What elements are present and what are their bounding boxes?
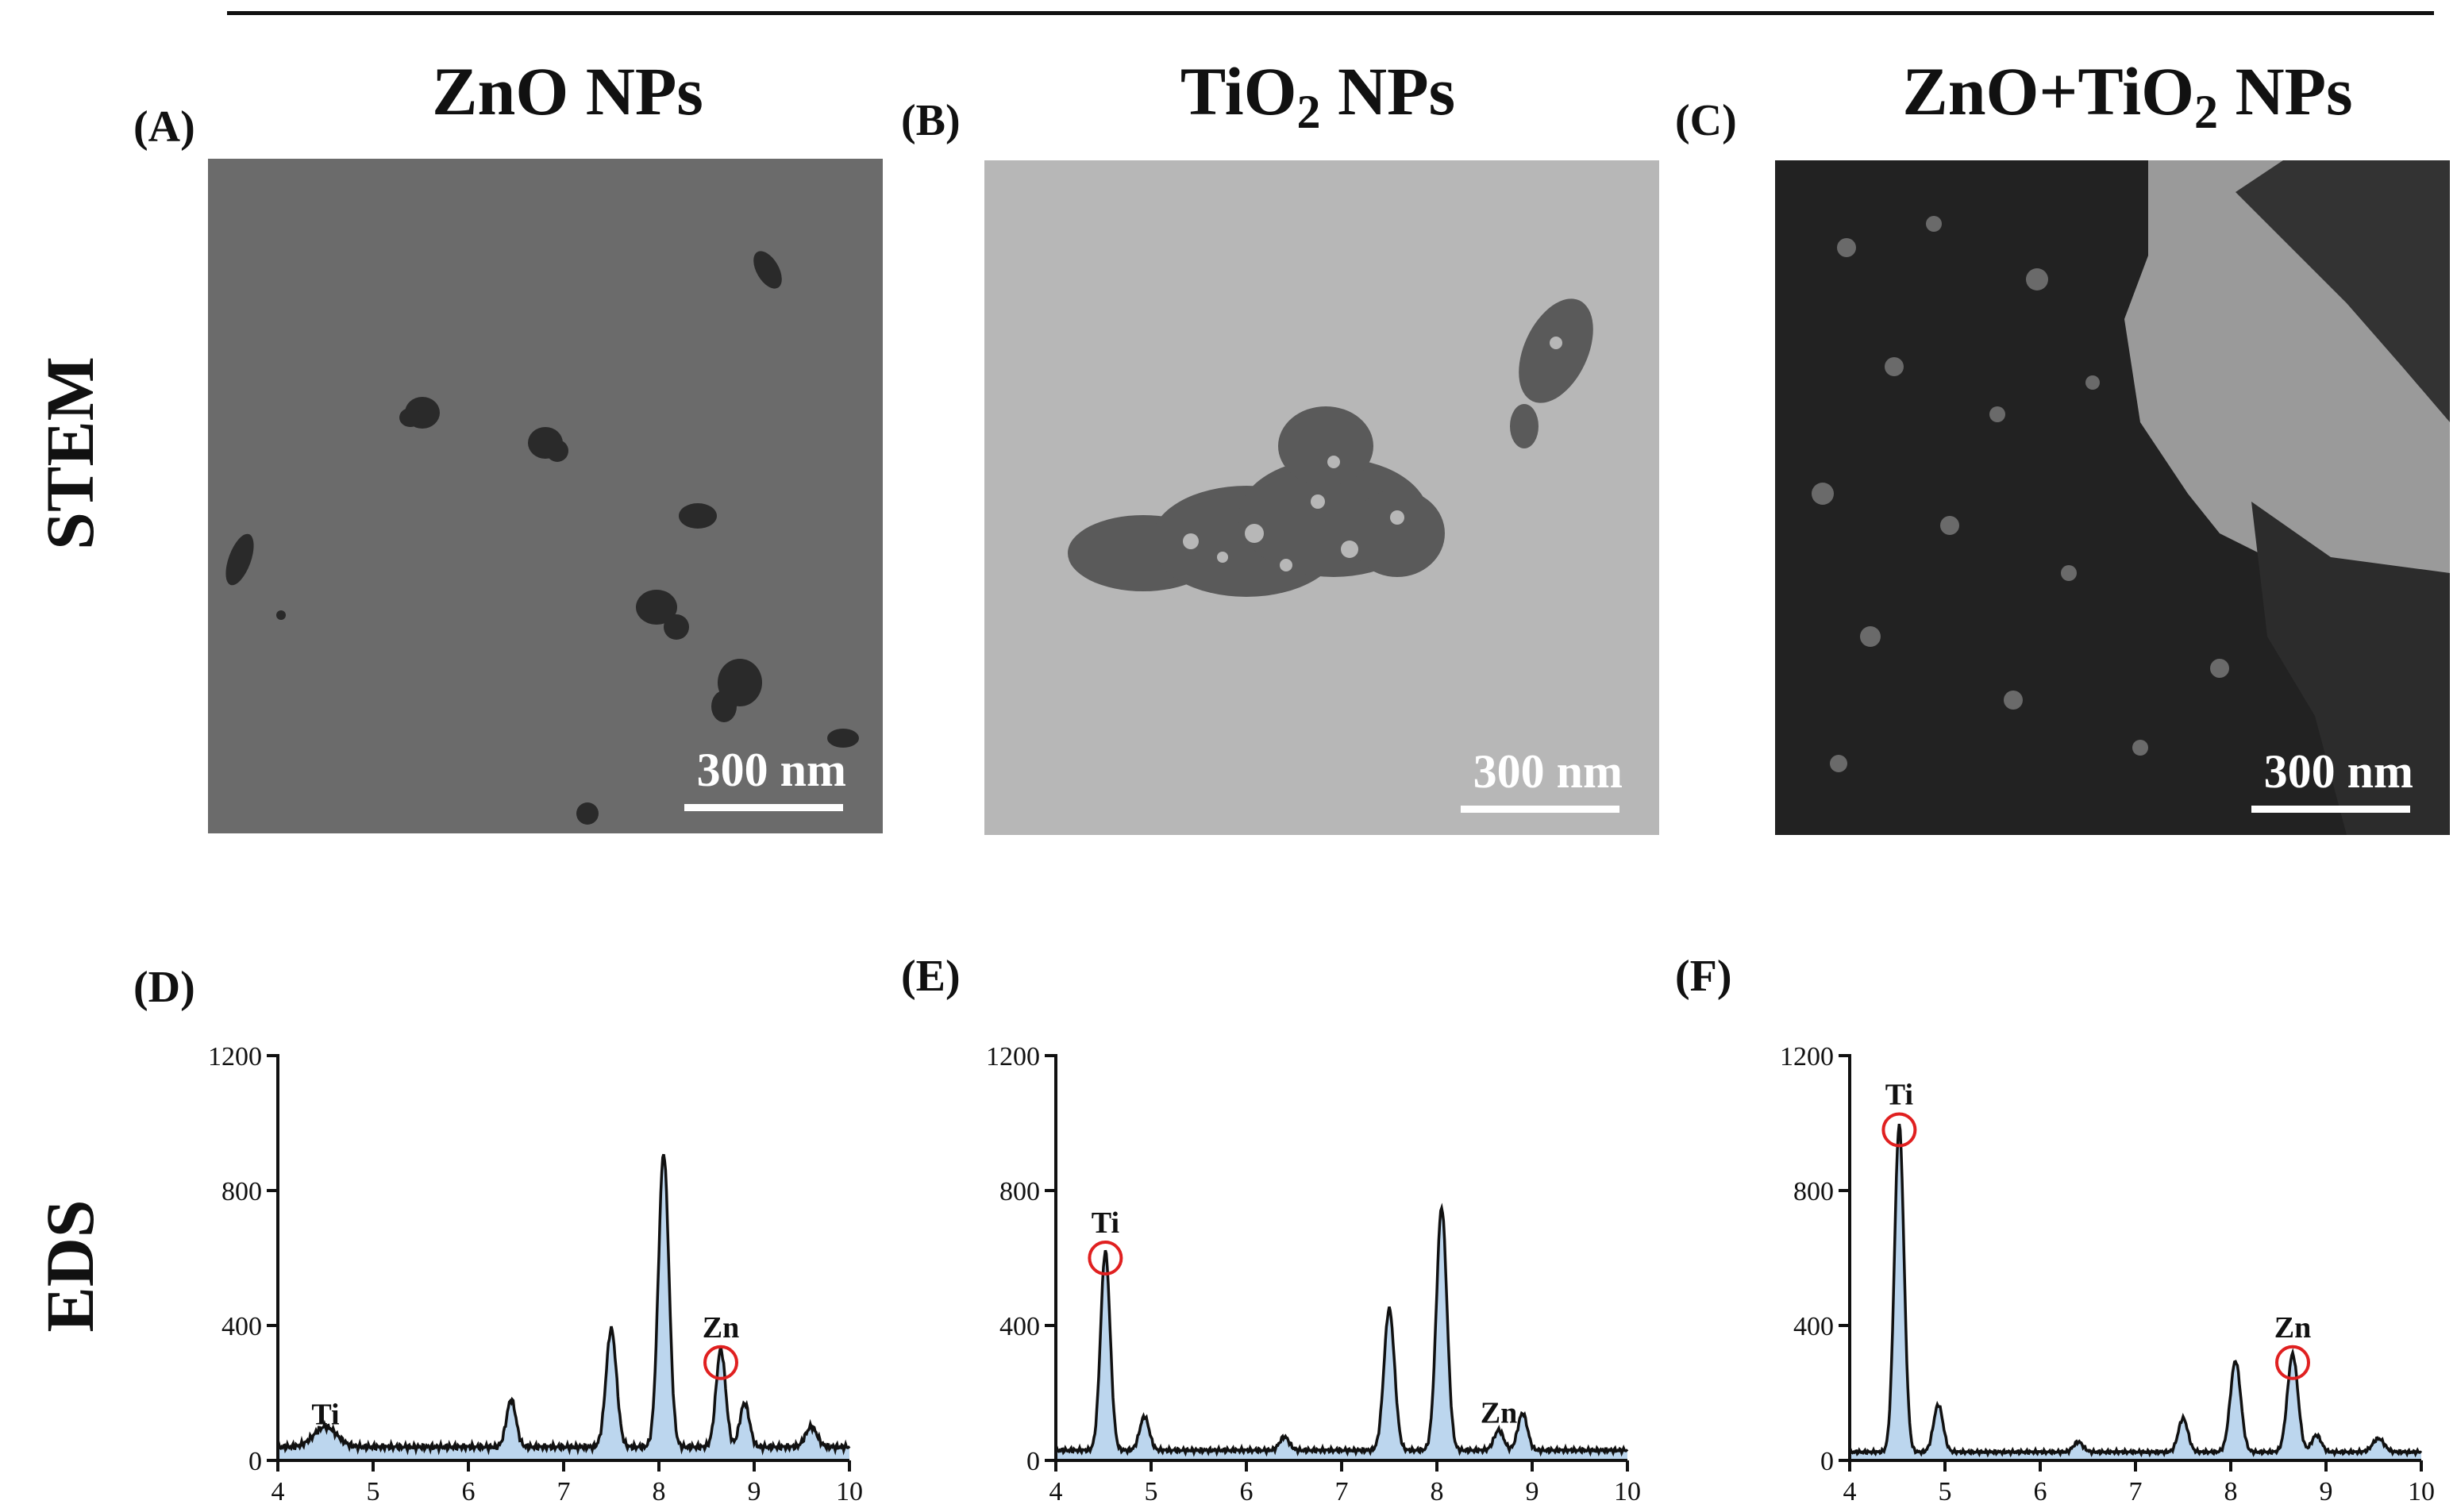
x-tick-label: 8 [653, 1477, 666, 1506]
spectrum-fill [278, 1154, 849, 1460]
x-tick-label: 5 [1145, 1477, 1158, 1506]
panel-label-d: (D) [133, 963, 195, 1012]
x-tick-label: 6 [1240, 1477, 1254, 1506]
peak-label-ti: Ti [1092, 1206, 1119, 1240]
x-tick-label: 4 [1843, 1477, 1857, 1506]
peak-marker-circle [2275, 1345, 2310, 1380]
peak-marker-circle [1881, 1112, 1917, 1148]
panel-label-c: (C) [1675, 96, 1737, 145]
spectrum-line [1054, 1202, 1629, 1457]
x-tick-label: 8 [1431, 1477, 1444, 1506]
spectrum-fill [1056, 1208, 1627, 1460]
peak-label-zn: Zn [2274, 1311, 2311, 1345]
column-title-zno: ZnO NPs [432, 53, 703, 129]
stem-image-tio2: 300 nm [984, 160, 1659, 835]
scalebar-label-b: 300 nm [1473, 745, 1623, 798]
peak-label-zn: Zn [1481, 1397, 1517, 1430]
x-tick-label: 6 [2034, 1477, 2047, 1506]
y-tick-label: 400 [221, 1312, 262, 1341]
scalebar-a [684, 804, 843, 811]
y-tick-label: 1200 [1780, 1042, 1834, 1071]
x-tick-label: 6 [462, 1477, 476, 1506]
x-tick-label: 9 [1526, 1477, 1539, 1506]
y-tick-label: 0 [1026, 1447, 1040, 1476]
y-tick-label: 800 [1793, 1177, 1834, 1206]
peak-marker-circle [1088, 1241, 1123, 1275]
eds-chart-zno-tio2: 0 400 800 1200 4 5 6 7 8 9 10 Ti Zn [1746, 1032, 2445, 1508]
stem-image-zno: 300 nm [208, 159, 883, 833]
row-label-stem: STEM [32, 356, 108, 550]
y-tick-label: 400 [999, 1312, 1040, 1341]
spectrum-line [276, 1153, 851, 1456]
eds-chart-tio2: 0 400 800 1200 4 5 6 7 8 9 10 Ti Zn [953, 1032, 1651, 1508]
peak-label-ti: Ti [1885, 1079, 1913, 1112]
scalebar-label-c: 300 nm [2263, 745, 2413, 798]
x-tick-label: 4 [272, 1477, 285, 1506]
x-tick-label: 9 [2320, 1477, 2333, 1506]
column-title-zno-tio2: ZnO+TiO2 NPs [1902, 53, 2353, 138]
peak-label-zn: Zn [703, 1311, 739, 1345]
top-rule [227, 11, 2434, 15]
x-tick-label: 7 [1335, 1477, 1349, 1506]
panel-label-e: (E) [901, 952, 961, 1001]
panel-label-b: (B) [901, 96, 961, 145]
x-tick-label: 5 [367, 1477, 380, 1506]
y-tick-label: 0 [1820, 1447, 1834, 1476]
y-tick-label: 0 [248, 1447, 262, 1476]
x-tick-label: 10 [1614, 1477, 1641, 1506]
panel-label-a: (A) [133, 102, 195, 152]
x-tick-label: 9 [748, 1477, 761, 1506]
panel-label-f: (F) [1675, 952, 1732, 1001]
x-tick-label: 4 [1049, 1477, 1063, 1506]
spectrum-fill [1850, 1124, 2421, 1460]
peak-marker-circle [703, 1345, 738, 1380]
eds-chart-zno: 0 400 800 1200 4 5 6 7 8 9 10 Ti Zn [175, 1032, 873, 1508]
x-tick-label: 8 [2224, 1477, 2238, 1506]
y-tick-label: 400 [1793, 1312, 1834, 1341]
scalebar-label-a: 300 nm [696, 744, 846, 796]
y-tick-label: 1200 [986, 1042, 1040, 1071]
x-tick-label: 7 [2129, 1477, 2143, 1506]
stem-image-zno-tio2: 300 nm [1775, 160, 2450, 835]
x-tick-label: 7 [557, 1477, 571, 1506]
peak-label-ti: Ti [311, 1399, 339, 1432]
spectrum-line [1848, 1123, 2423, 1458]
scalebar-c [2251, 806, 2410, 813]
x-tick-label: 10 [836, 1477, 863, 1506]
y-tick-label: 1200 [208, 1042, 262, 1071]
y-tick-label: 800 [221, 1177, 262, 1206]
column-title-tio2: TiO2 NPs [1180, 53, 1456, 138]
y-tick-label: 800 [999, 1177, 1040, 1206]
scalebar-b [1461, 806, 1619, 813]
x-tick-label: 10 [2408, 1477, 2435, 1506]
row-label-eds: EDS [32, 1199, 108, 1333]
x-tick-label: 5 [1939, 1477, 1952, 1506]
